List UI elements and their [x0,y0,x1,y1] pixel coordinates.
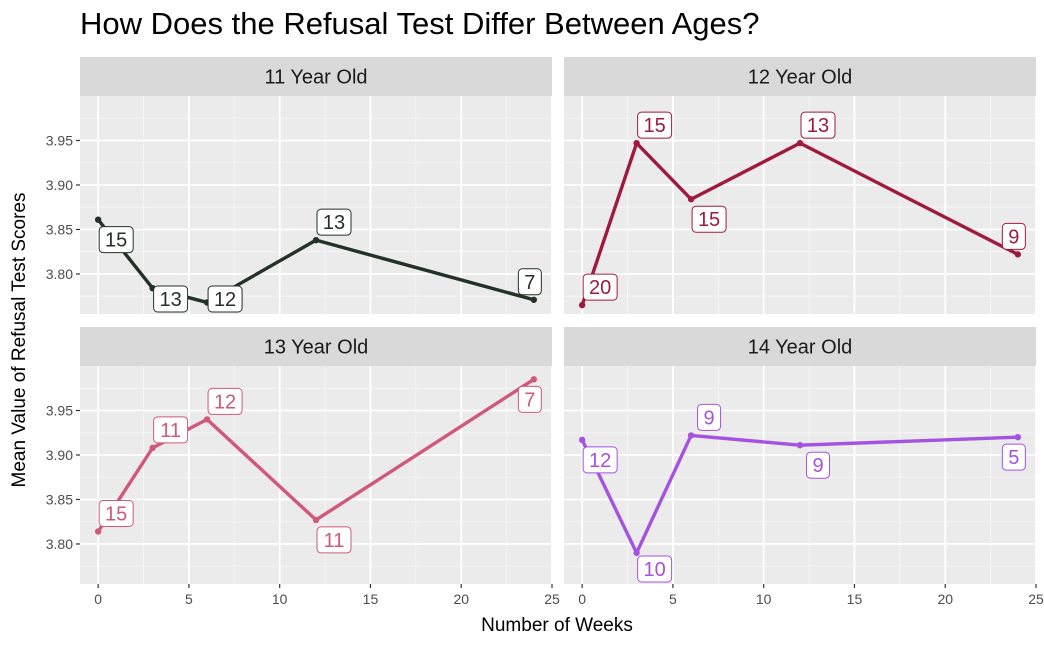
data-label-box [1001,222,1026,250]
facet-strip [80,327,552,366]
data-label-box [517,268,542,296]
data-label-box [582,446,618,474]
x-tick-label: 5 [185,591,193,607]
x-tick-label: 10 [272,591,288,607]
data-label-box [691,205,727,233]
y-axis-label: Mean Value of Refusal Test Scores [9,192,30,488]
x-tick-label: 10 [756,591,772,607]
y-tick-label: 3.95 [46,132,73,148]
data-label: 12 [214,391,236,413]
facet-strip-label: 13 Year Old [264,337,369,359]
data-point [1014,433,1022,441]
panel-background [80,366,552,584]
x-tick-label: 15 [847,591,863,607]
data-label: 7 [524,389,535,411]
facet-strip-label: 12 Year Old [748,67,853,89]
data-label: 9 [704,407,715,429]
data-label: 5 [1008,447,1019,469]
chart-title: How Does the Refusal Test Differ Between… [80,6,760,41]
data-label: 20 [589,277,611,299]
data-label-box [637,555,673,583]
panel-background [80,96,552,314]
data-point [149,444,156,452]
data-point [312,516,320,524]
data-point [94,528,102,535]
x-tick-label: 15 [363,591,379,607]
facet-panel: 13 Year Old 3.80 3.85 3.90 3.95 0 5 10 15 20 25 15 1… [46,327,560,607]
facet-strip-label: 11 Year Old [264,67,367,89]
data-point [796,139,804,147]
data-point [633,549,640,557]
data-label: 7 [524,272,535,294]
facet-strip [80,57,552,96]
data-label-box [207,285,243,313]
data-label: 9 [812,455,823,477]
panel-background [564,96,1036,314]
data-label: 15 [643,115,665,137]
data-label-box [98,226,134,254]
x-tick-label: 0 [578,591,586,607]
data-point [312,236,320,244]
facet-strip-label: 14 Year Old [748,337,853,359]
data-label: 13 [807,115,829,137]
data-label: 12 [214,289,236,311]
y-tick-label: 3.85 [46,221,73,237]
data-point [687,196,695,203]
data-point [633,139,640,147]
y-tick-label: 3.80 [46,536,73,552]
data-point [530,376,538,383]
facet-panel: 12 Year Old 20 15 15 13 9 [564,57,1037,314]
y-tick-label: 3.90 [46,447,73,463]
panel-background [564,366,1036,584]
data-label-box [207,387,243,415]
data-label-box [316,208,352,236]
data-label-box [316,526,352,554]
y-tick-label: 3.80 [46,266,73,282]
y-tick-label: 3.95 [46,402,73,418]
facet-panel: 11 Year Old 3.80 3.85 3.90 3.95 15 13 12 13 7 [46,57,553,314]
data-label: 15 [698,209,720,231]
data-label-box [800,111,836,139]
data-label-box [153,416,189,444]
x-axis-label: Number of Weeks [481,615,633,636]
data-label: 13 [159,289,181,311]
data-label-box [697,403,722,431]
data-label-box [637,111,673,139]
facet-strip [564,57,1036,96]
data-label-box [1001,443,1026,471]
data-label: 12 [589,450,611,472]
x-tick-label: 20 [453,591,469,607]
data-label: 15 [105,230,127,252]
data-point [530,296,538,303]
data-label: 11 [324,530,345,552]
data-point [203,416,211,423]
y-tick-label: 3.90 [46,177,73,193]
y-tick-label: 3.85 [46,491,73,507]
data-label-box [98,500,134,528]
data-point [1014,251,1022,258]
facet-strip [564,327,1036,366]
x-tick-label: 5 [669,591,677,607]
x-tick-label: 20 [937,591,953,607]
x-tick-label: 25 [1028,591,1044,607]
data-point [578,301,586,309]
data-label: 13 [323,212,345,234]
data-label: 15 [105,504,127,526]
data-label-box [517,385,542,413]
x-tick-label: 0 [94,591,102,607]
data-point [578,436,586,444]
data-point [94,216,102,223]
data-label-box [153,285,189,313]
data-label-box [806,451,830,479]
x-tick-label: 25 [544,591,560,607]
data-label: 10 [643,559,665,581]
data-point [687,432,695,439]
data-label-box [582,273,618,301]
data-label: 11 [160,420,181,442]
data-label: 9 [1008,226,1019,248]
data-point [796,441,804,449]
